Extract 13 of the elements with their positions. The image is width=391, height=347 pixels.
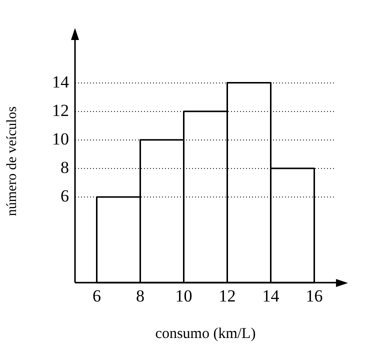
x-tick-label: 16 xyxy=(306,286,323,306)
x-tick-label: 8 xyxy=(136,286,144,306)
y-tick-label: 6 xyxy=(60,186,69,206)
x-axis-title: consumo (km/L) xyxy=(155,326,256,342)
x-tick-label: 12 xyxy=(218,286,236,306)
y-tick-label: 10 xyxy=(52,129,69,148)
x-tick-label: 6 xyxy=(92,286,101,306)
y-axis-title: número de veículos xyxy=(5,106,20,216)
y-tick-label: 8 xyxy=(60,158,69,177)
x-tick-label: 10 xyxy=(175,286,192,306)
y-tick-label: 14 xyxy=(52,72,70,92)
y-tick-label: 12 xyxy=(52,100,69,120)
x-tick-label: 14 xyxy=(262,286,280,306)
